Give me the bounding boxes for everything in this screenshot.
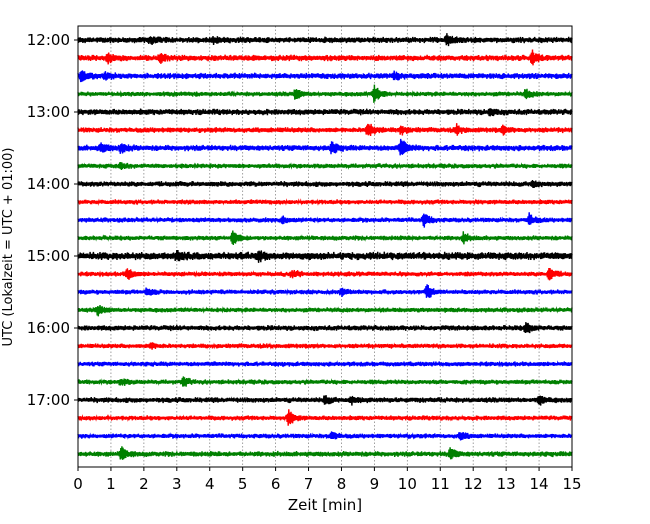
x-axis: 0 1 2 3 4 5 6 7 8 9 10 11 12 13 14 15 <box>73 467 582 493</box>
trace-1545 <box>77 304 573 317</box>
x-tick-label: 2 <box>139 475 149 493</box>
x-tick-label: 5 <box>238 475 248 493</box>
y-axis: 12:00 13:00 14:00 15:00 16:00 17:00 <box>27 31 78 409</box>
trace-1430 <box>77 212 573 228</box>
plot-frame <box>77 25 573 468</box>
trace-1245 <box>77 84 573 103</box>
y-axis-label: UTC (Lokalzeit = UTC + 01:00) <box>1 148 16 347</box>
trace-1445 <box>77 230 573 246</box>
x-tick-label: 8 <box>337 475 347 493</box>
trace-1715 <box>77 409 573 426</box>
x-tick-label: 14 <box>530 475 549 493</box>
trace-1730 <box>77 431 573 441</box>
x-tick-label: 11 <box>431 475 450 493</box>
y-tick-label: 12:00 <box>27 31 70 49</box>
seismic-traces <box>77 33 573 460</box>
x-tick-label: 4 <box>205 475 215 493</box>
x-tick-label: 3 <box>172 475 182 493</box>
grid-lines <box>110 26 540 467</box>
trace-1215 <box>77 49 573 66</box>
y-tick-label: 14:00 <box>27 175 70 193</box>
x-tick-label: 10 <box>398 475 417 493</box>
x-tick-label: 6 <box>271 475 281 493</box>
trace-1230 <box>77 70 573 83</box>
trace-1630 <box>77 360 573 368</box>
x-axis-label: Zeit [min] <box>288 496 362 514</box>
trace-1615 <box>77 342 573 350</box>
trace-1515 <box>77 267 573 281</box>
x-tick-label: 9 <box>370 475 380 493</box>
trace-1600 <box>77 322 573 334</box>
trace-1345 <box>77 161 573 170</box>
trace-1530 <box>77 284 573 298</box>
y-tick-label: 13:00 <box>27 103 70 121</box>
trace-1300 <box>77 108 573 117</box>
trace-1700 <box>77 395 573 406</box>
trace-1645 <box>77 376 573 387</box>
y-tick-label: 15:00 <box>27 247 70 265</box>
y-tick-label: 17:00 <box>27 391 70 409</box>
x-tick-label: 12 <box>464 475 483 493</box>
x-tick-label: 1 <box>106 475 116 493</box>
trace-1500 <box>77 249 573 263</box>
y-tick-label: 16:00 <box>27 319 70 337</box>
trace-1415 <box>77 198 573 206</box>
x-tick-label: 13 <box>497 475 516 493</box>
x-tick-label: 0 <box>73 475 83 493</box>
x-tick-label: 15 <box>562 475 581 493</box>
trace-1400 <box>77 180 573 189</box>
trace-1330 <box>77 138 573 156</box>
trace-1200 <box>77 33 573 47</box>
x-tick-label: 7 <box>304 475 314 493</box>
trace-1745 <box>77 446 573 460</box>
trace-1315 <box>77 123 573 137</box>
